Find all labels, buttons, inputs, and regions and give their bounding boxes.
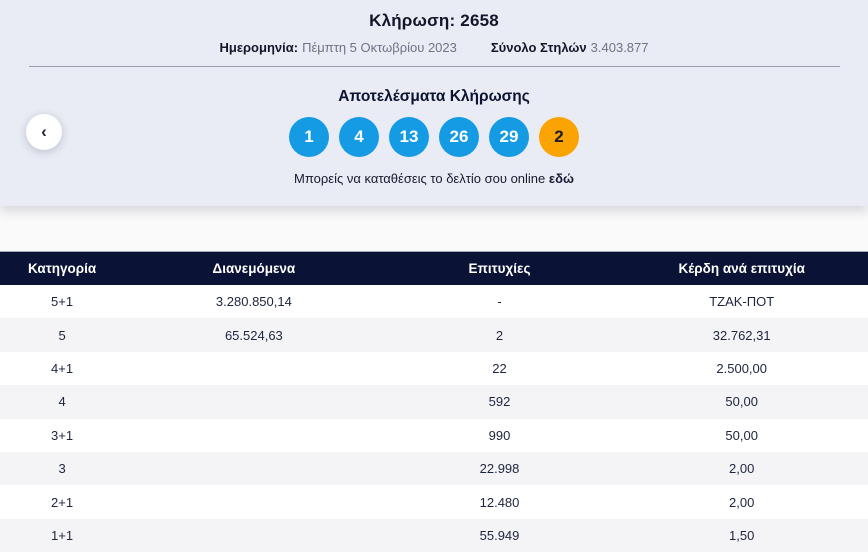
column-header-prize: Κέρδη ανά επιτυχία — [615, 252, 868, 285]
draw-title: Κλήρωση: 2658 — [369, 11, 499, 30]
prize-cell: 1,50 — [729, 527, 755, 543]
joker-number-ball: 2 — [539, 117, 579, 157]
winning-number-ball: 29 — [489, 117, 529, 157]
draw-date-value: Πέμπτη 5 Οκτωβρίου 2023 — [302, 40, 457, 55]
total-columns-label: Σύνολο Στηλών — [490, 40, 587, 55]
section-spacer — [0, 206, 868, 252]
column-header-winners: Επιτυχίες — [383, 252, 616, 285]
winners-cell: 592 — [488, 394, 511, 410]
draw-summary-section: Κλήρωση: 2658 Ημερομηνία: Πέμπτη 5 Οκτωβρ… — [0, 0, 868, 206]
draw-meta-row: Ημερομηνία: Πέμπτη 5 Οκτωβρίου 2023 Σύνολ… — [0, 40, 868, 55]
column-header-category: Κατηγορία — [0, 252, 125, 285]
winners-cell: 22 — [492, 360, 507, 376]
table-row: 3+1 990 50,00 — [0, 418, 868, 452]
table-row: 3 22.998 2,00 — [0, 451, 868, 486]
total-columns-value: 3.403.877 — [590, 40, 649, 55]
distributed-cell — [124, 419, 384, 452]
winning-number-ball: 4 — [339, 117, 379, 157]
deposit-text: Μπορείς να καταθέσεις το δελτίο σου onli… — [294, 171, 546, 186]
category-cell: 4+1 — [51, 360, 74, 376]
table-row: 5+1 3.280.850,14 - ΤΖΑΚ-ΠΟΤ — [0, 285, 868, 319]
distributed-cell: 3.280.850,14 — [215, 294, 292, 310]
category-cell: 3+1 — [51, 427, 74, 443]
column-header-distributed: Διανεμόμενα — [124, 252, 384, 285]
prize-cell: 2,00 — [729, 494, 755, 510]
total-columns: Σύνολο Στηλών 3.403.877 — [491, 40, 649, 55]
deposit-line: Μπορείς να καταθέσεις το δελτίο σου onli… — [0, 171, 868, 186]
draw-date-label: Ημερομηνία: — [219, 40, 299, 55]
distributed-cell: 65.524,63 — [224, 327, 283, 343]
table-row: 4 592 50,00 — [0, 385, 868, 419]
distributed-cell — [124, 519, 384, 552]
category-cell: 3 — [58, 461, 66, 477]
distributed-cell — [124, 385, 384, 418]
distributed-cell — [124, 452, 384, 485]
prize-cell: 50,00 — [725, 427, 758, 443]
winners-cell: 2 — [495, 327, 504, 343]
prize-table-header-row: Κατηγορία Διανεμόμενα Επιτυχίες Κέρδη αν… — [0, 252, 868, 285]
table-row: 1+1 55.949 1,50 — [0, 518, 868, 553]
category-cell: 1+1 — [51, 527, 74, 543]
deposit-link[interactable]: εδώ — [548, 171, 574, 186]
prize-cell: 2.500,00 — [716, 360, 767, 376]
prize-table: Κατηγορία Διανεμόμενα Επιτυχίες Κέρδη αν… — [0, 252, 868, 553]
category-cell: 5 — [58, 327, 66, 343]
table-row: 5 65.524,63 2 32.762,31 — [0, 318, 868, 352]
distributed-cell — [124, 485, 384, 518]
prize-cell: 50,00 — [725, 394, 758, 410]
table-row: 2+1 12.480 2,00 — [0, 485, 868, 519]
winners-cell: 990 — [488, 427, 511, 443]
winners-cell: - — [497, 294, 502, 310]
category-cell: 4 — [58, 394, 66, 410]
distributed-cell — [124, 352, 384, 385]
winning-number-ball: 13 — [389, 117, 429, 157]
table-row: 4+1 22 2.500,00 — [0, 351, 868, 386]
winning-numbers: 1 4 13 26 29 2 — [0, 117, 868, 157]
winners-cell: 55.949 — [479, 527, 520, 543]
category-cell: 5+1 — [51, 294, 74, 310]
prize-cell: 2,00 — [729, 461, 755, 477]
header-divider — [29, 66, 840, 67]
prize-cell: ΤΖΑΚ-ΠΟΤ — [709, 294, 775, 310]
category-cell: 2+1 — [51, 494, 74, 510]
chevron-left-icon: ‹ — [41, 122, 47, 141]
prize-cell: 32.762,31 — [712, 327, 771, 343]
draw-date: Ημερομηνία: Πέμπτη 5 Οκτωβρίου 2023 — [220, 40, 457, 55]
winning-number-ball: 26 — [439, 117, 479, 157]
winners-cell: 22.998 — [479, 461, 520, 477]
previous-draw-button[interactable]: ‹ — [26, 114, 62, 150]
winning-number-ball: 1 — [289, 117, 329, 157]
results-title: Αποτελέσματα Κλήρωσης — [338, 88, 530, 105]
winners-cell: 12.480 — [479, 494, 520, 510]
